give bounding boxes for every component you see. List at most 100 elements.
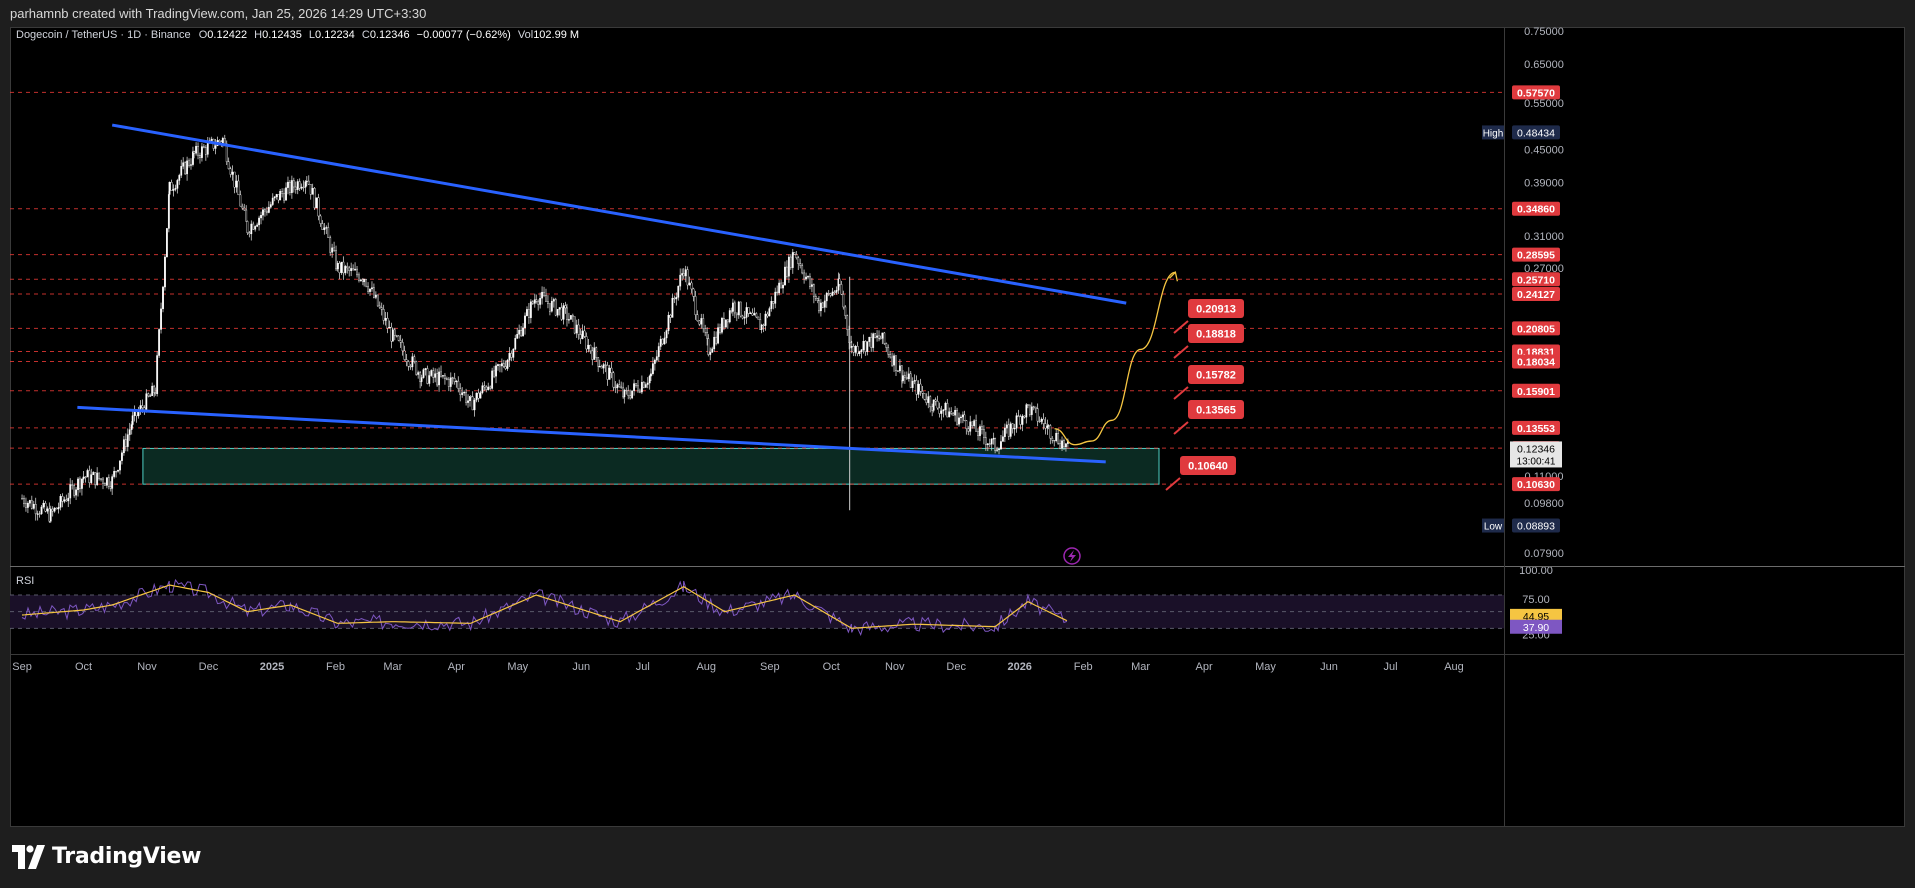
candle [374,294,377,298]
candle [502,363,505,367]
candle [762,324,765,326]
lightning-icon[interactable] [1063,547,1081,565]
candle [30,500,33,509]
candle [1036,408,1039,422]
candle [879,338,882,340]
candle [365,279,368,287]
tradingview-logo[interactable]: TradingView [12,844,201,869]
candle [602,364,605,369]
candle [231,171,234,175]
candle [86,470,89,478]
support-trendline[interactable] [77,405,1106,464]
candle [145,393,148,412]
candle [799,263,802,266]
candle [568,319,570,321]
candle [190,164,192,166]
candle [256,224,259,227]
candle [90,474,93,483]
support-zone[interactable] [142,447,1160,485]
candle [962,414,964,418]
candle [981,426,983,430]
candle [107,477,110,487]
candle [436,373,439,386]
candle [975,420,977,432]
candle [770,301,773,309]
candle [75,489,77,496]
candle [579,334,582,339]
candle [182,162,185,167]
target-tag-label: 0.10640 [1188,461,1228,473]
candle [1026,404,1029,406]
candle [438,371,440,386]
price-tick-label: 0.45000 [1524,144,1564,156]
candle [591,350,594,360]
candle [130,424,133,430]
rsi-ma-line[interactable] [21,584,1068,629]
candle [221,138,224,144]
candle [84,476,87,478]
candle [713,336,716,350]
low-price-value: 0.08893 [1517,521,1555,533]
high-value: 0.12435 [262,29,302,41]
chart-canvas[interactable]: 0.20913 0.18818 0.15782 0.13565 0.10640 RSI 1… [10,27,1905,827]
candle [100,478,102,480]
target-tag[interactable] [1188,400,1244,419]
candle [428,375,431,384]
candle [827,293,830,295]
candle [759,319,762,330]
candle [417,372,420,375]
candle [942,409,945,412]
candle [1011,423,1014,429]
candle [818,300,820,312]
candle [1059,443,1061,449]
candle [755,313,758,318]
target-tag[interactable] [1188,324,1244,343]
candle [25,503,27,508]
tradingview-logo-icon [12,844,45,869]
candle [422,369,425,378]
candle [639,390,641,393]
candle [520,330,523,337]
candle [424,368,427,370]
projection-path[interactable] [1054,271,1176,446]
candle [600,366,603,369]
time-tick-label: 2025 [260,661,284,673]
candle [637,385,639,392]
candle [1028,404,1031,415]
candle [403,350,406,360]
candle [702,318,705,329]
rsi-line[interactable] [21,578,1068,637]
candle [1034,406,1037,409]
target-pointer [1173,421,1189,435]
candle [640,381,643,393]
target-tag[interactable] [1188,365,1244,384]
level-price-label: 0.57570 [1517,87,1555,99]
level-price-label: 0.20805 [1517,323,1555,335]
candle [227,161,230,170]
candle [199,155,201,158]
candle [969,421,972,432]
candle [352,268,355,271]
candle [618,384,621,388]
time-tick-label: Apr [1196,661,1213,673]
candle [55,507,58,510]
candle [65,499,68,502]
candle [111,476,114,489]
candle [483,385,486,388]
candle [671,297,674,318]
candle [167,194,170,229]
target-tag[interactable] [1188,299,1244,318]
resistance-trendline[interactable] [111,123,1127,305]
candle [321,223,324,230]
candle [721,317,723,333]
target-tag[interactable] [1180,456,1236,475]
candle [899,365,901,372]
candle [1055,433,1058,441]
rsi-ma-tag [1510,608,1562,623]
candle [698,320,701,325]
candle [317,197,320,217]
candle [1030,406,1033,415]
time-tick-label: Oct [823,661,840,673]
candle [245,209,248,222]
candle [982,429,985,438]
